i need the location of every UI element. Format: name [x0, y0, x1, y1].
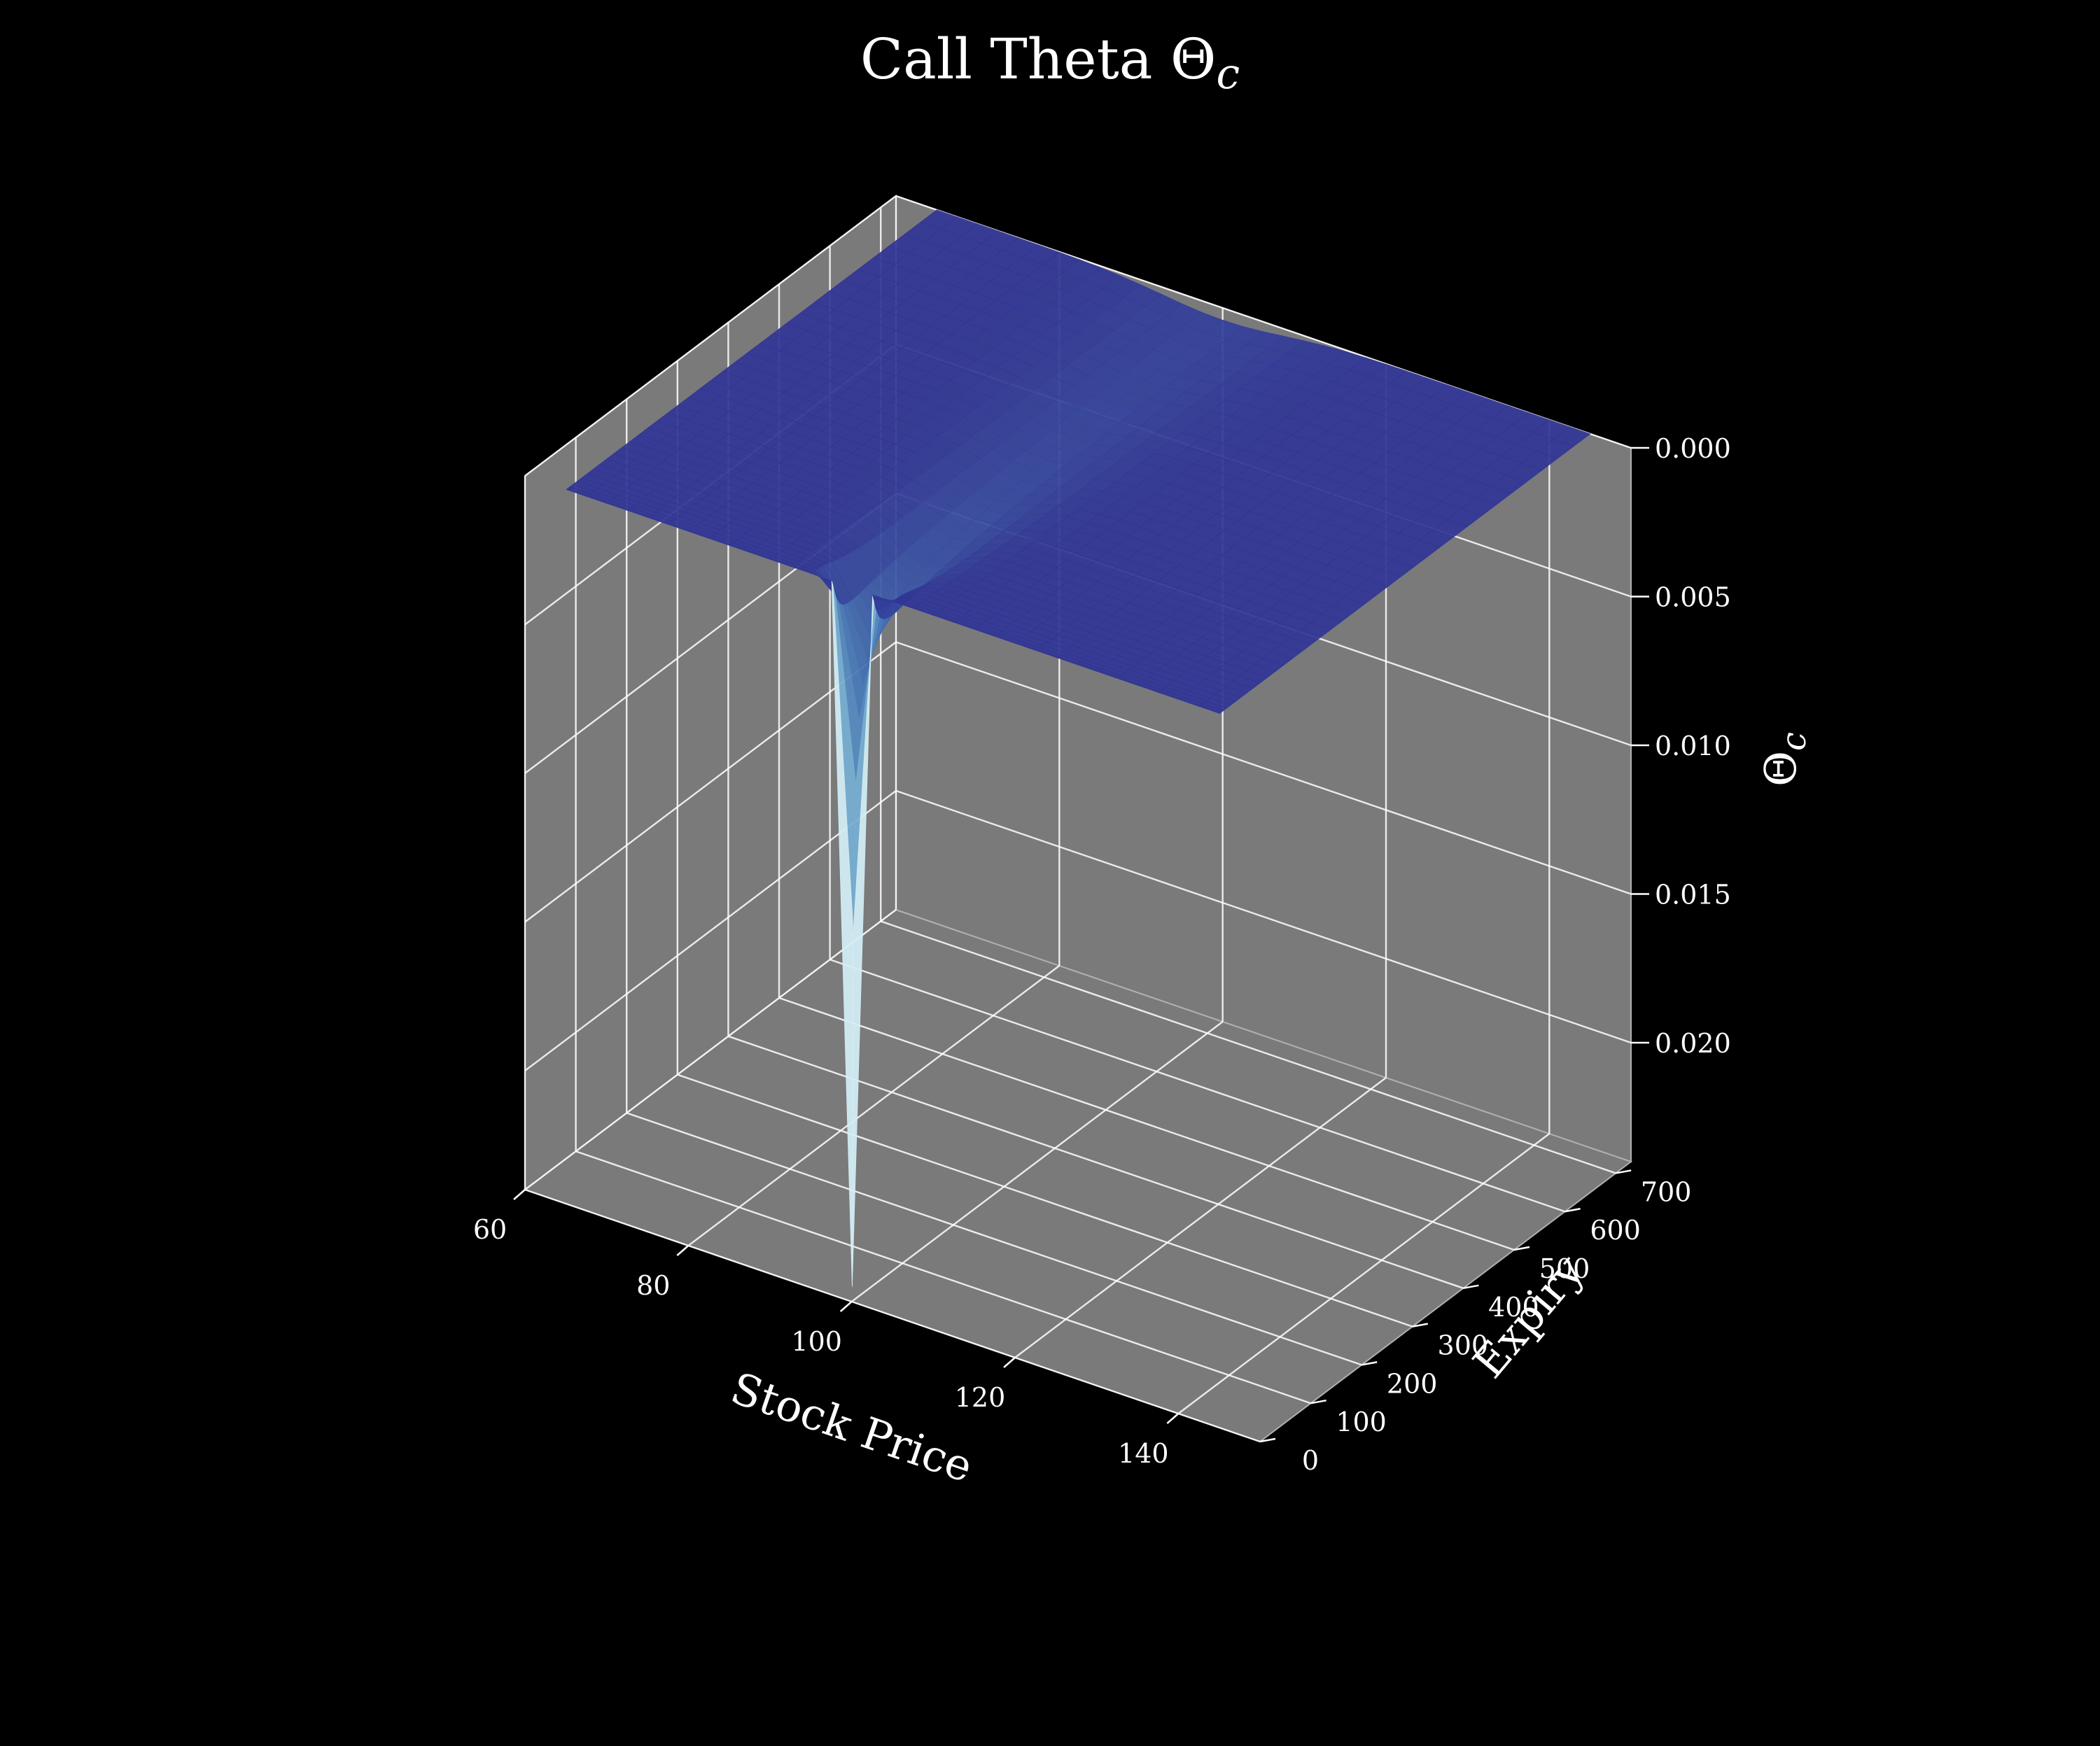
tick-mark	[1463, 1284, 1479, 1290]
gridline-z-back	[895, 641, 1632, 895]
gridline-z-left	[524, 195, 897, 477]
tick-mark	[1259, 1437, 1276, 1443]
x-tick-label: 120	[955, 1382, 1006, 1413]
tick-mark	[1361, 1361, 1378, 1366]
tick-mark	[839, 1301, 853, 1312]
y-tick-label: 0	[1302, 1445, 1319, 1476]
z-tick-label: 0.015	[1655, 880, 1731, 910]
gridline-z-back	[895, 789, 1632, 1044]
x-axis-label: Stock Price	[724, 1363, 979, 1493]
gridline-x-floor	[1177, 1133, 1550, 1414]
z-tick-label: 0.010	[1655, 731, 1731, 761]
y-tick-label: 100	[1336, 1407, 1387, 1437]
gridline-y-floor	[575, 1150, 1311, 1404]
tick-mark	[513, 1189, 526, 1200]
tick-mark	[1513, 1246, 1530, 1251]
gridline-x-floor	[850, 1021, 1224, 1302]
surface-patch	[1198, 705, 1222, 714]
y-tick-label: 500	[1539, 1253, 1590, 1284]
y-tick-label: 700	[1641, 1176, 1692, 1207]
y-tick-label: 300	[1438, 1330, 1489, 1361]
gridline-y-floor	[524, 1188, 1261, 1443]
gridline-y-floor	[830, 959, 1566, 1213]
x-tick-label: 140	[1118, 1438, 1169, 1469]
gridline-y-floor	[880, 920, 1616, 1174]
y-tick-label: 600	[1590, 1215, 1641, 1246]
z-axis-label-subscript: c	[1774, 732, 1814, 751]
x-tick-label: 100	[791, 1326, 842, 1357]
gridline-x-floor	[524, 909, 897, 1190]
z-tick-label: 0.000	[1655, 433, 1731, 464]
gridline-y-floor	[626, 1112, 1362, 1366]
gridline-x-floor	[687, 965, 1060, 1246]
z-tick-label: 0.005	[1655, 582, 1731, 613]
tick-mark	[1412, 1323, 1429, 1328]
gridline-y-floor	[677, 1073, 1413, 1328]
y-tick-label: 400	[1488, 1292, 1539, 1323]
z-tick-label: 0.020	[1655, 1028, 1731, 1059]
x-tick-label: 80	[636, 1270, 670, 1301]
tick-mark	[1564, 1208, 1581, 1213]
gridline-z-left	[524, 641, 897, 923]
tick-mark	[676, 1245, 690, 1256]
tick-mark	[1615, 1169, 1632, 1174]
gridline-x-floor	[1014, 1077, 1387, 1358]
theta-surface	[566, 209, 1591, 1287]
tick-mark	[1003, 1357, 1016, 1368]
gridline-z-left	[524, 790, 897, 1071]
z-axis-label: Θc	[1755, 732, 1814, 787]
chart-title: Call Theta Θc	[860, 27, 1240, 99]
x-tick-label: 60	[473, 1214, 507, 1245]
y-tick-label: 200	[1387, 1368, 1438, 1399]
tick-mark	[1310, 1399, 1326, 1404]
tick-mark	[1166, 1413, 1180, 1424]
gridline-y-floor	[778, 997, 1515, 1251]
